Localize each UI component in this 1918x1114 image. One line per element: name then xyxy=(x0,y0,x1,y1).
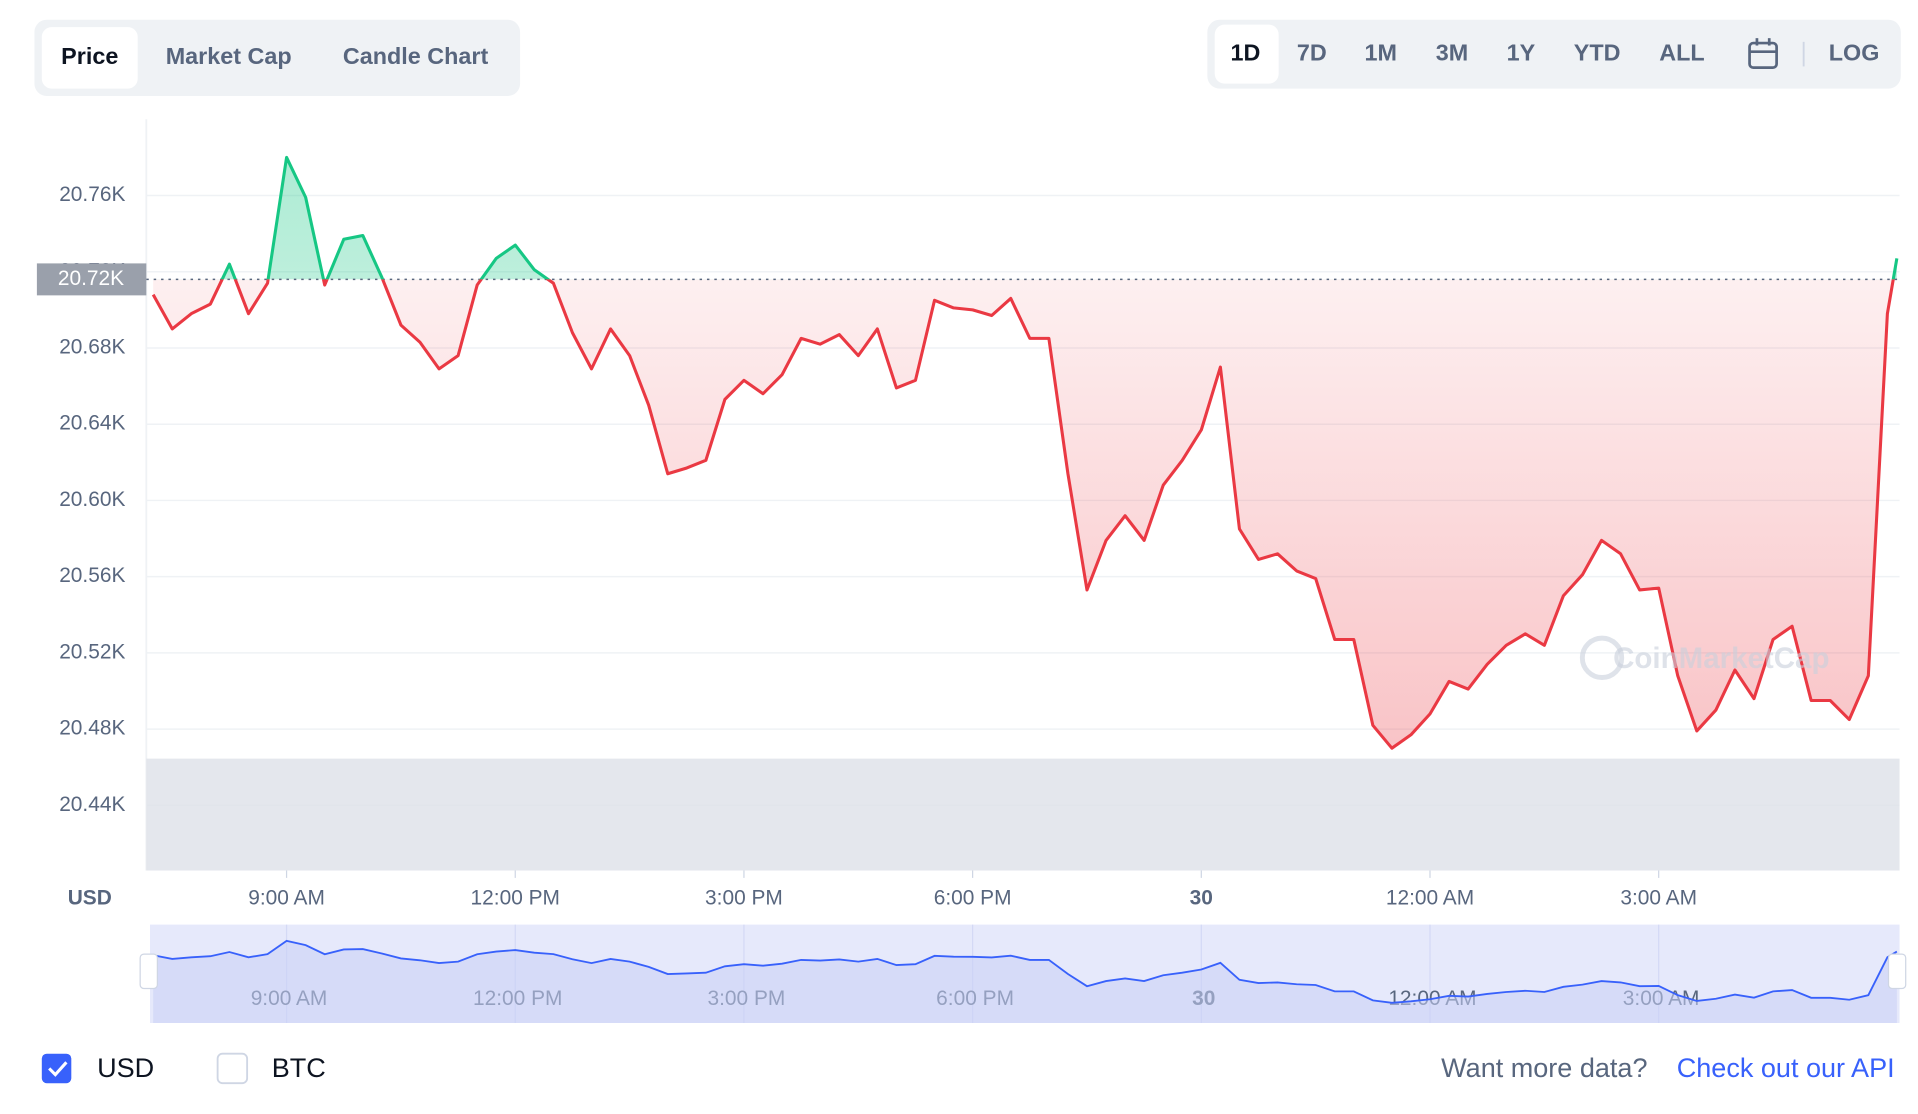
current-price-box xyxy=(36,263,147,296)
y-tick-label: 20.56K xyxy=(59,564,125,587)
y-tick-label: 20.48K xyxy=(59,717,125,740)
navigator-handle[interactable] xyxy=(1887,953,1907,990)
navigator-handle[interactable] xyxy=(139,953,158,990)
volume-area xyxy=(146,758,1900,871)
x-tick-label: 9:00 AM xyxy=(248,886,325,909)
tab[interactable]: Candle Chart xyxy=(343,43,489,69)
y-tick-label: 20.68K xyxy=(59,335,125,358)
range-button[interactable]: ALL xyxy=(1659,39,1704,65)
price-line-down xyxy=(151,279,1895,750)
y-tick-label: 20.60K xyxy=(59,488,125,511)
range-button[interactable]: 1M xyxy=(1364,39,1396,65)
currency-label[interactable]: BTC xyxy=(272,1053,326,1083)
watermark-logo xyxy=(1579,635,1625,680)
plot: 20.72K xyxy=(36,155,1900,750)
tab[interactable]: Market Cap xyxy=(166,43,292,69)
x-tick-label: 12:00 PM xyxy=(471,886,560,909)
watermark: CoinMarketCap xyxy=(1613,642,1829,675)
y-axis-label: USD xyxy=(68,886,112,909)
current-price-label: 20.72K xyxy=(58,267,124,290)
range-active-bg xyxy=(1214,24,1279,84)
checkbox-checked[interactable] xyxy=(41,1053,72,1084)
range-button[interactable]: 1Y xyxy=(1507,39,1536,65)
grid: 20.44K 20.48K 20.52K 20.56K 20.60K 20.64K 20.6… xyxy=(59,183,1900,909)
log-button[interactable]: LOG xyxy=(1829,39,1880,65)
y-tick-label: 20.76K xyxy=(59,183,125,206)
navigator-line xyxy=(153,939,1898,1004)
footer-link[interactable]: Check out our API xyxy=(1677,1053,1895,1083)
range-button[interactable]: 7D xyxy=(1297,39,1327,65)
footer-text: Want more data? xyxy=(1441,1053,1647,1083)
x-tick-label: 30 xyxy=(1190,886,1213,909)
x-tick-label: 3:00 AM xyxy=(1620,886,1697,909)
x-tick-label: 3:00 PM xyxy=(705,886,783,909)
tab-group xyxy=(34,19,521,96)
y-tick-label: 20.52K xyxy=(59,640,125,663)
range-button[interactable]: YTD xyxy=(1574,39,1621,65)
range-group xyxy=(1207,19,1901,89)
y-tick-label: 20.44K xyxy=(59,793,125,816)
navigator-area xyxy=(153,940,1897,1023)
range-buttons: 1D 7D 1M 3M 1Y YTD ALL xyxy=(1231,39,1705,65)
range-button[interactable]: 3M xyxy=(1436,39,1468,65)
tab-active-bg xyxy=(41,27,138,89)
calendar-icon[interactable] xyxy=(1748,38,1778,70)
tab[interactable]: Price xyxy=(61,43,118,69)
range-button[interactable]: 1D xyxy=(1231,39,1261,65)
x-tick-label: 6:00 PM xyxy=(934,886,1012,909)
y-tick-label: 20.64K xyxy=(59,412,125,435)
checkbox[interactable] xyxy=(216,1052,249,1085)
x-tick-label: 12:00 AM xyxy=(1386,886,1474,909)
area-down xyxy=(153,279,1897,749)
check-mark xyxy=(48,1061,68,1077)
currency-label[interactable]: USD xyxy=(97,1053,154,1083)
